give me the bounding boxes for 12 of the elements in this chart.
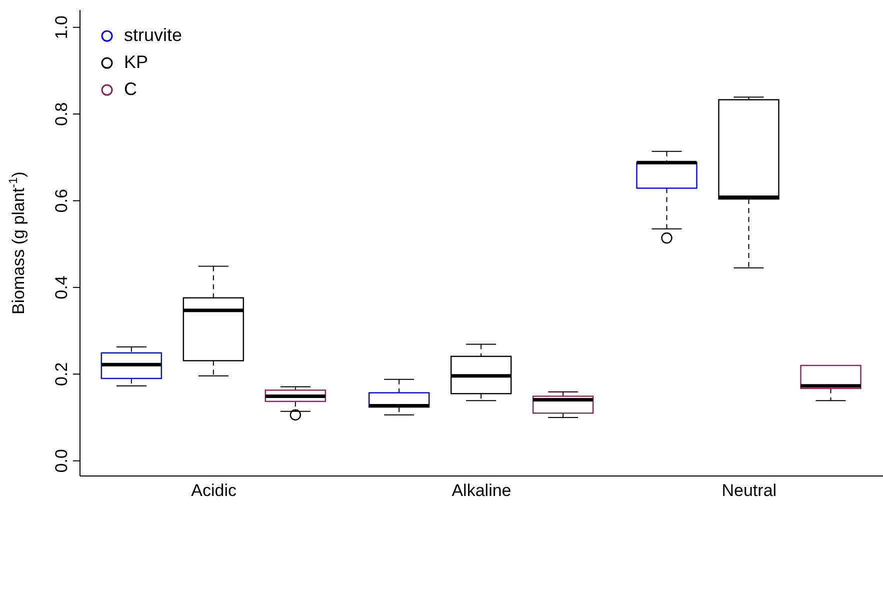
x-tick-label: Neutral	[722, 481, 777, 500]
x-tick-label: Acidic	[191, 481, 237, 500]
legend-label: struvite	[124, 24, 182, 47]
y-tick-label: 0.2	[52, 362, 71, 386]
y-tick-label: 0.0	[52, 449, 71, 473]
y-tick-label: 0.4	[52, 276, 71, 300]
y-tick-label: 0.6	[52, 188, 71, 213]
y-tick-label: 0.8	[52, 102, 71, 126]
legend-label: KP	[124, 51, 148, 74]
x-tick-label: Alkaline	[452, 481, 512, 500]
y-tick-label: 1.0	[52, 16, 71, 40]
legend-label: C	[124, 78, 137, 101]
